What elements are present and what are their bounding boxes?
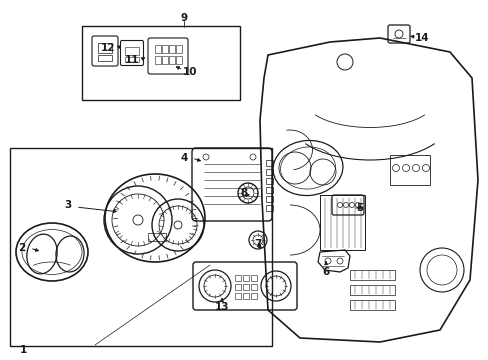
Bar — [265, 196, 272, 202]
Text: 6: 6 — [322, 267, 329, 277]
Text: 9: 9 — [180, 13, 187, 23]
Bar — [265, 160, 272, 166]
Bar — [235, 293, 241, 299]
Bar — [162, 56, 168, 64]
Bar — [265, 178, 272, 184]
Text: 7: 7 — [254, 239, 261, 249]
Text: 4: 4 — [180, 153, 187, 163]
Bar — [125, 47, 139, 55]
Text: 8: 8 — [240, 188, 247, 198]
Bar — [155, 56, 161, 64]
Bar — [148, 233, 165, 241]
Bar — [169, 56, 175, 64]
Bar — [98, 43, 112, 53]
Bar — [169, 45, 175, 53]
Bar — [235, 275, 241, 281]
Text: 11: 11 — [124, 55, 139, 65]
Bar — [243, 275, 248, 281]
Bar — [265, 169, 272, 175]
Bar — [98, 55, 112, 61]
Bar — [389, 155, 429, 185]
Bar — [250, 284, 257, 290]
Bar — [243, 293, 248, 299]
Bar — [265, 205, 272, 211]
Text: 12: 12 — [101, 43, 115, 53]
Text: 1: 1 — [20, 345, 26, 355]
Bar — [82, 26, 240, 100]
Bar — [235, 284, 241, 290]
Bar — [125, 57, 139, 62]
Bar — [349, 285, 394, 295]
Bar — [10, 148, 271, 346]
Text: 2: 2 — [19, 243, 25, 253]
Bar — [265, 187, 272, 193]
Bar — [155, 45, 161, 53]
Bar — [319, 195, 364, 250]
Bar — [162, 45, 168, 53]
Bar — [349, 270, 394, 280]
Text: 14: 14 — [414, 33, 428, 43]
Bar — [250, 293, 257, 299]
Bar — [176, 45, 182, 53]
Text: 10: 10 — [183, 67, 197, 77]
Bar — [176, 56, 182, 64]
Text: 13: 13 — [214, 302, 229, 312]
Bar — [243, 284, 248, 290]
Text: 5: 5 — [356, 203, 363, 213]
Text: 3: 3 — [64, 200, 71, 210]
Bar — [250, 275, 257, 281]
Bar — [349, 300, 394, 310]
